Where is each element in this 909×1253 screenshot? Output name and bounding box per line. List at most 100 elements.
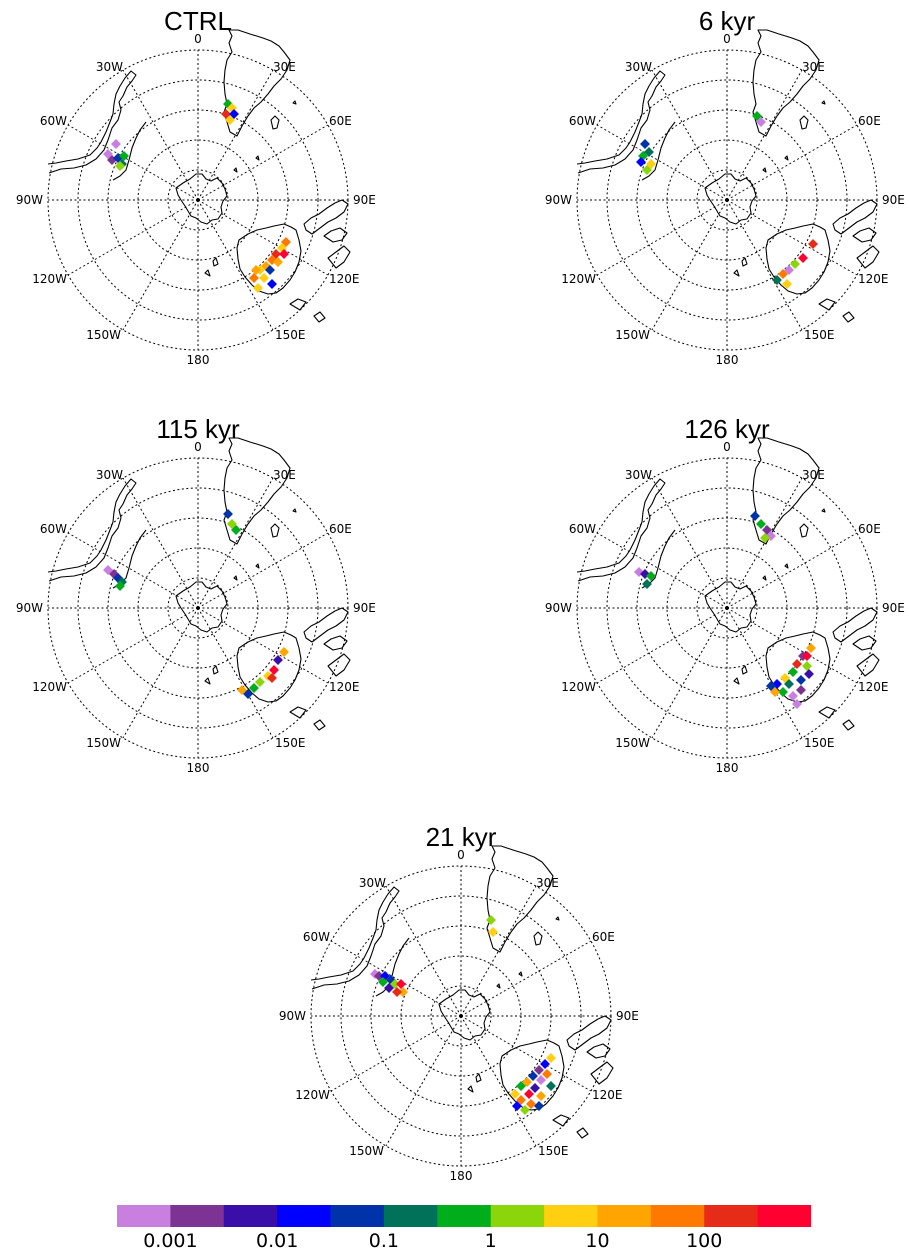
longitude-label: 180 xyxy=(187,761,210,775)
data-cells xyxy=(634,511,816,709)
map-title: 6 kyr xyxy=(699,6,756,36)
longitude-label: 30E xyxy=(802,60,825,74)
longitude-label: 30E xyxy=(273,468,296,482)
longitude-label: 30W xyxy=(96,60,123,74)
data-cell xyxy=(766,681,776,691)
data-cell xyxy=(788,691,798,701)
longitude-label: 0 xyxy=(723,440,731,454)
data-cell xyxy=(806,643,816,653)
colorbar-swatch xyxy=(223,1205,278,1227)
longitude-label: 150W xyxy=(615,328,650,342)
data-cell xyxy=(396,979,406,989)
data-cell xyxy=(225,115,235,125)
longitude-label: 90W xyxy=(545,601,572,615)
longitude-label: 60E xyxy=(858,114,881,128)
data-cell xyxy=(227,519,237,529)
longitude-label: 60E xyxy=(329,114,352,128)
map-frame xyxy=(47,49,349,351)
longitude-label: 60E xyxy=(858,522,881,536)
data-cell xyxy=(802,661,812,671)
data-cell xyxy=(119,151,129,161)
longitude-label: 120W xyxy=(561,680,596,694)
data-cell xyxy=(636,157,646,167)
longitude-label: 90E xyxy=(353,193,376,207)
data-cell xyxy=(542,1069,552,1079)
data-cell xyxy=(512,1101,522,1111)
longitude-label: 180 xyxy=(716,761,739,775)
data-cell xyxy=(784,679,794,689)
colorbar-label: 0.1 xyxy=(369,1230,399,1250)
data-cells xyxy=(103,99,291,293)
longitude-label: 90W xyxy=(545,193,572,207)
map-title: 115 kyr xyxy=(156,414,240,444)
map-panel-126kyr: 126 kyr 0 30E 60E 90E 120E 150E 180 150W 120W 90W 6… xyxy=(545,414,905,796)
data-cell xyxy=(279,647,289,657)
longitude-label: 60W xyxy=(40,114,67,128)
data-cell xyxy=(524,1089,534,1099)
data-cell xyxy=(546,1053,556,1063)
data-cell xyxy=(221,109,231,119)
colorbar-swatch xyxy=(544,1205,598,1227)
colorbar-swatch xyxy=(757,1205,811,1227)
longitude-label: 0 xyxy=(723,32,731,46)
longitude-label: 0 xyxy=(457,848,465,862)
data-cell xyxy=(516,1095,526,1105)
colorbar-label: 0.01 xyxy=(256,1230,298,1250)
longitude-label: 180 xyxy=(187,353,210,367)
longitude-label: 120W xyxy=(32,272,67,286)
longitude-label: 150W xyxy=(349,1144,384,1158)
data-cell xyxy=(646,159,656,169)
data-cell xyxy=(103,565,113,575)
longitude-label: 120E xyxy=(329,680,360,694)
longitude-label: 90E xyxy=(353,601,376,615)
map-graticule xyxy=(48,458,348,758)
longitude-label: 120E xyxy=(592,1088,623,1102)
longitude-label: 150E xyxy=(275,328,306,342)
data-cell xyxy=(788,667,798,677)
data-cell xyxy=(540,1059,550,1069)
data-cell xyxy=(510,1089,520,1099)
data-cell xyxy=(762,525,772,535)
data-cell xyxy=(231,525,241,535)
longitude-label: 30E xyxy=(536,876,559,890)
data-cell xyxy=(790,259,800,269)
longitude-label: 30E xyxy=(273,60,296,74)
data-cell xyxy=(756,519,766,529)
longitude-label: 120E xyxy=(858,272,889,286)
data-cell xyxy=(249,273,259,283)
data-cell xyxy=(115,581,125,591)
longitude-label: 30W xyxy=(625,60,652,74)
coastlines xyxy=(310,845,614,1139)
colorbar-swatch xyxy=(330,1205,385,1227)
map-graticule xyxy=(577,458,877,758)
longitude-label: 120W xyxy=(561,272,596,286)
data-cell xyxy=(772,275,782,285)
colorbar-label: 100 xyxy=(686,1230,722,1250)
data-cell xyxy=(488,927,498,937)
data-cell xyxy=(390,979,400,989)
colorbar-legend: 0.001 0.01 0.1 1 10 100 xyxy=(117,1205,811,1250)
map-graticule xyxy=(48,50,348,350)
map-panel-6kyr: 6 kyr 0 30E 60E 90E 120E 150E 180 150W 120W 90W 60W… xyxy=(545,6,905,388)
data-cells xyxy=(636,111,818,289)
colorbar-swatch xyxy=(490,1205,545,1227)
data-cell xyxy=(249,683,259,693)
data-cell xyxy=(520,1105,530,1115)
longitude-label: 90W xyxy=(16,601,43,615)
longitude-label: 180 xyxy=(450,1169,473,1183)
data-cell xyxy=(267,673,277,683)
data-cell xyxy=(259,273,269,283)
colorbar-swatch xyxy=(704,1205,759,1227)
map-frame xyxy=(47,457,349,759)
data-cell xyxy=(644,147,654,157)
longitude-label: 0 xyxy=(194,32,202,46)
data-cell xyxy=(267,279,277,289)
data-cell xyxy=(802,651,812,661)
longitude-label: 30W xyxy=(625,468,652,482)
data-cell xyxy=(796,685,806,695)
data-cell xyxy=(796,675,806,685)
data-cell xyxy=(752,111,762,121)
data-cell xyxy=(640,139,650,149)
longitude-label: 150E xyxy=(804,328,835,342)
